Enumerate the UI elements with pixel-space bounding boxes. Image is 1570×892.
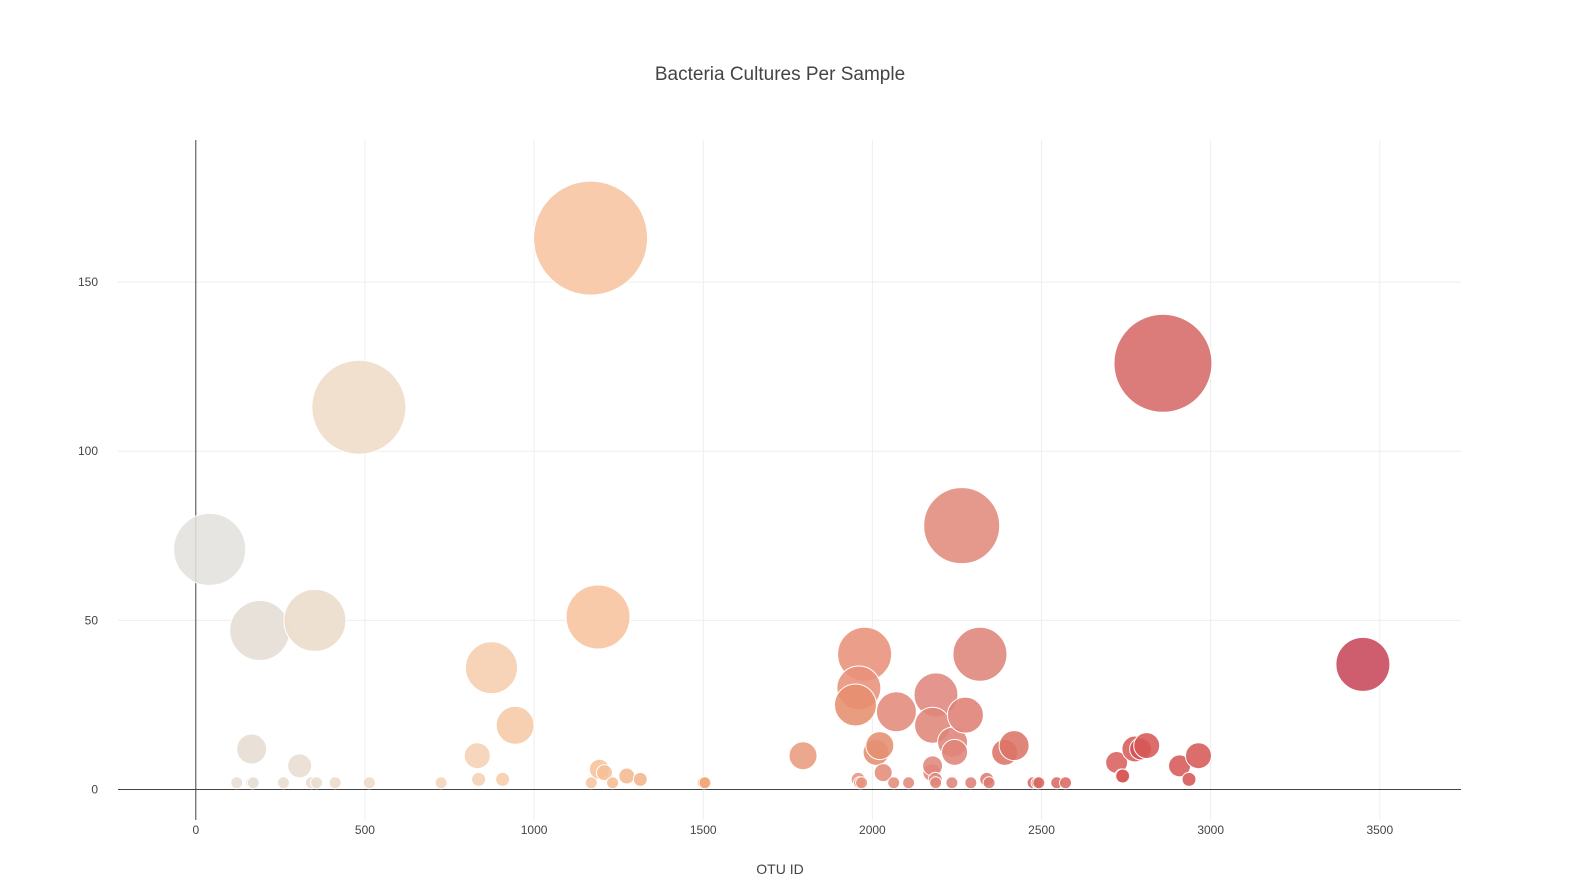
- bubble: [952, 626, 1008, 682]
- bubble: [998, 730, 1030, 762]
- bubble: [310, 776, 324, 790]
- bubble: [229, 600, 291, 662]
- x-tick-label: 3000: [1197, 823, 1224, 837]
- bubble: [923, 487, 1001, 565]
- bubble: [311, 359, 407, 455]
- x-tick-label: 3500: [1366, 823, 1393, 837]
- bubble: [463, 742, 491, 770]
- bubble: [434, 776, 448, 790]
- bubble: [698, 776, 712, 790]
- bubble: [464, 641, 518, 695]
- tick-labels: 0 500 1000 1500 2000 2500 3000 3500 0 50 100 150: [78, 275, 1394, 837]
- bubble: [173, 512, 247, 586]
- bubble: [606, 776, 620, 790]
- bubble: [584, 776, 598, 790]
- x-tick-label: 1000: [521, 823, 548, 837]
- bubbles: [173, 180, 1391, 790]
- bubble: [887, 776, 901, 790]
- bubble: [875, 691, 917, 733]
- x-tick-label: 1500: [690, 823, 717, 837]
- bubble: [495, 771, 511, 787]
- bubble: [362, 776, 376, 790]
- y-tick-label: 0: [91, 783, 98, 797]
- grid-lines: [118, 140, 1461, 820]
- bubble: [902, 776, 916, 790]
- y-tick-label: 50: [85, 613, 99, 627]
- bubble: [471, 771, 487, 787]
- bubble: [632, 771, 648, 787]
- bubble: [929, 776, 943, 790]
- bubble: [1115, 768, 1131, 784]
- bubble: [495, 705, 535, 745]
- bubble: [533, 180, 649, 296]
- bubble: [1181, 771, 1197, 787]
- bubble: [855, 776, 869, 790]
- chart-title: Bacteria Cultures Per Sample: [654, 64, 906, 85]
- bubble: [230, 776, 244, 790]
- bubble: [946, 696, 984, 734]
- bubble: [1059, 776, 1073, 790]
- bubble: [565, 584, 631, 650]
- bubble: [1184, 742, 1212, 770]
- x-tick-label: 2000: [859, 823, 886, 837]
- bubble: [982, 776, 996, 790]
- bubble: [236, 733, 268, 765]
- bubble: [1032, 776, 1046, 790]
- bubble: [788, 741, 818, 771]
- bubble: [865, 731, 895, 761]
- bubble: [1133, 732, 1161, 760]
- bubble: [246, 776, 260, 790]
- bubble: [964, 776, 978, 790]
- bubble: [618, 767, 636, 785]
- bubble: [833, 683, 877, 727]
- bubble: [941, 738, 969, 766]
- y-tick-label: 100: [78, 444, 98, 458]
- x-tick-label: 500: [355, 823, 375, 837]
- bubble: [276, 776, 290, 790]
- bubble: [287, 753, 313, 779]
- bubble: [1335, 636, 1391, 692]
- axes: [118, 140, 1461, 820]
- bubble: [1113, 313, 1213, 413]
- x-tick-label: 0: [192, 823, 199, 837]
- bubble: [328, 776, 342, 790]
- bubble: [945, 776, 959, 790]
- bubble: [283, 588, 347, 652]
- bubble: [595, 764, 613, 782]
- x-axis-label: OTU ID: [756, 861, 804, 877]
- x-tick-label: 2500: [1028, 823, 1055, 837]
- bubble: [873, 763, 893, 783]
- y-tick-label: 150: [78, 275, 98, 289]
